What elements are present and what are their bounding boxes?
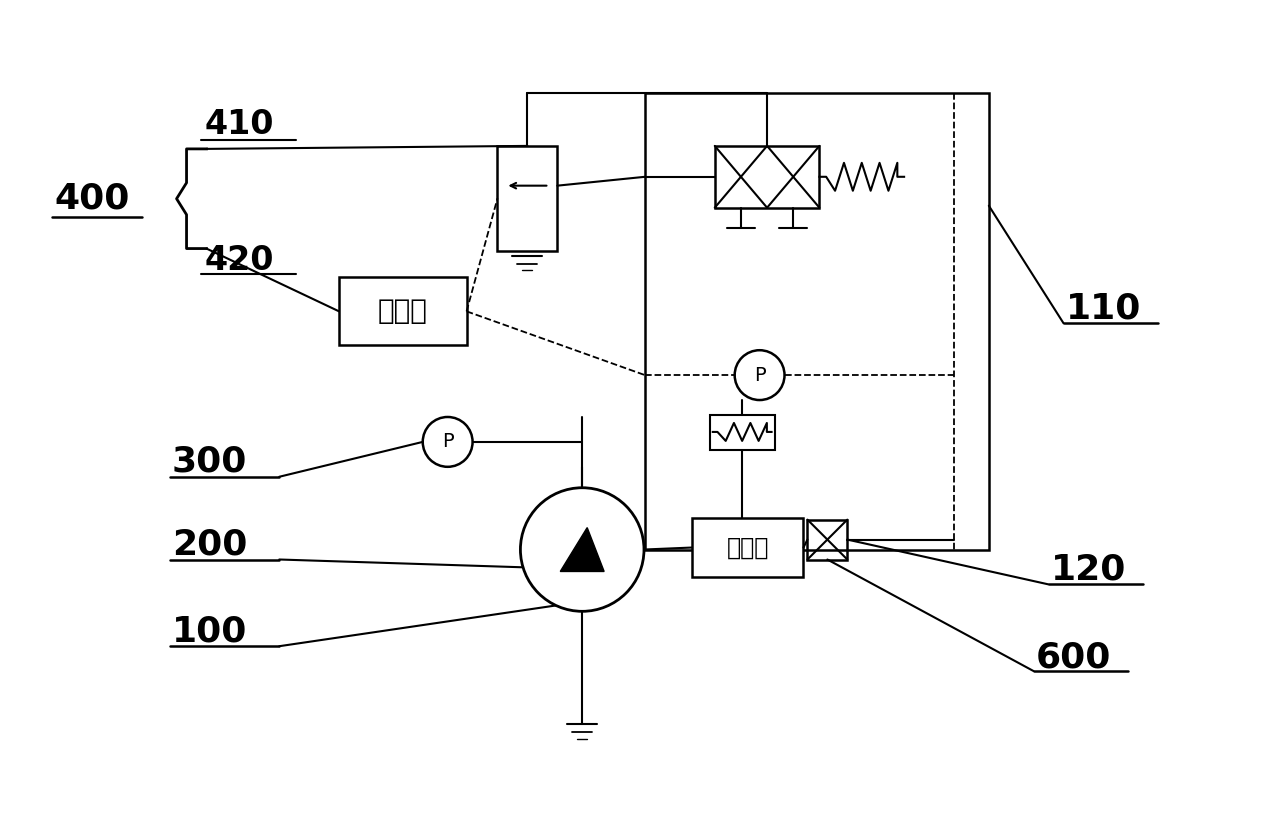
Text: 100: 100 bbox=[172, 614, 247, 648]
Bar bbox=[715, 146, 819, 208]
Text: 电动机: 电动机 bbox=[727, 536, 769, 559]
Circle shape bbox=[520, 488, 645, 611]
Bar bbox=[808, 520, 847, 559]
Text: 110: 110 bbox=[1066, 292, 1141, 325]
Bar bbox=[692, 517, 804, 578]
Text: 600: 600 bbox=[1036, 640, 1111, 674]
Bar bbox=[497, 146, 557, 250]
Text: 控制器: 控制器 bbox=[377, 297, 428, 325]
Circle shape bbox=[734, 350, 785, 400]
Text: P: P bbox=[442, 433, 453, 452]
Circle shape bbox=[422, 417, 473, 467]
Bar bbox=[339, 278, 466, 345]
Text: 410: 410 bbox=[204, 109, 273, 142]
Text: 400: 400 bbox=[54, 182, 130, 216]
Text: P: P bbox=[754, 366, 765, 385]
Text: 200: 200 bbox=[172, 527, 247, 561]
Text: 300: 300 bbox=[172, 445, 247, 479]
Polygon shape bbox=[560, 527, 605, 572]
Text: 120: 120 bbox=[1050, 552, 1126, 587]
Bar bbox=[710, 415, 774, 450]
Bar bbox=[645, 93, 989, 550]
Text: 420: 420 bbox=[204, 244, 273, 277]
